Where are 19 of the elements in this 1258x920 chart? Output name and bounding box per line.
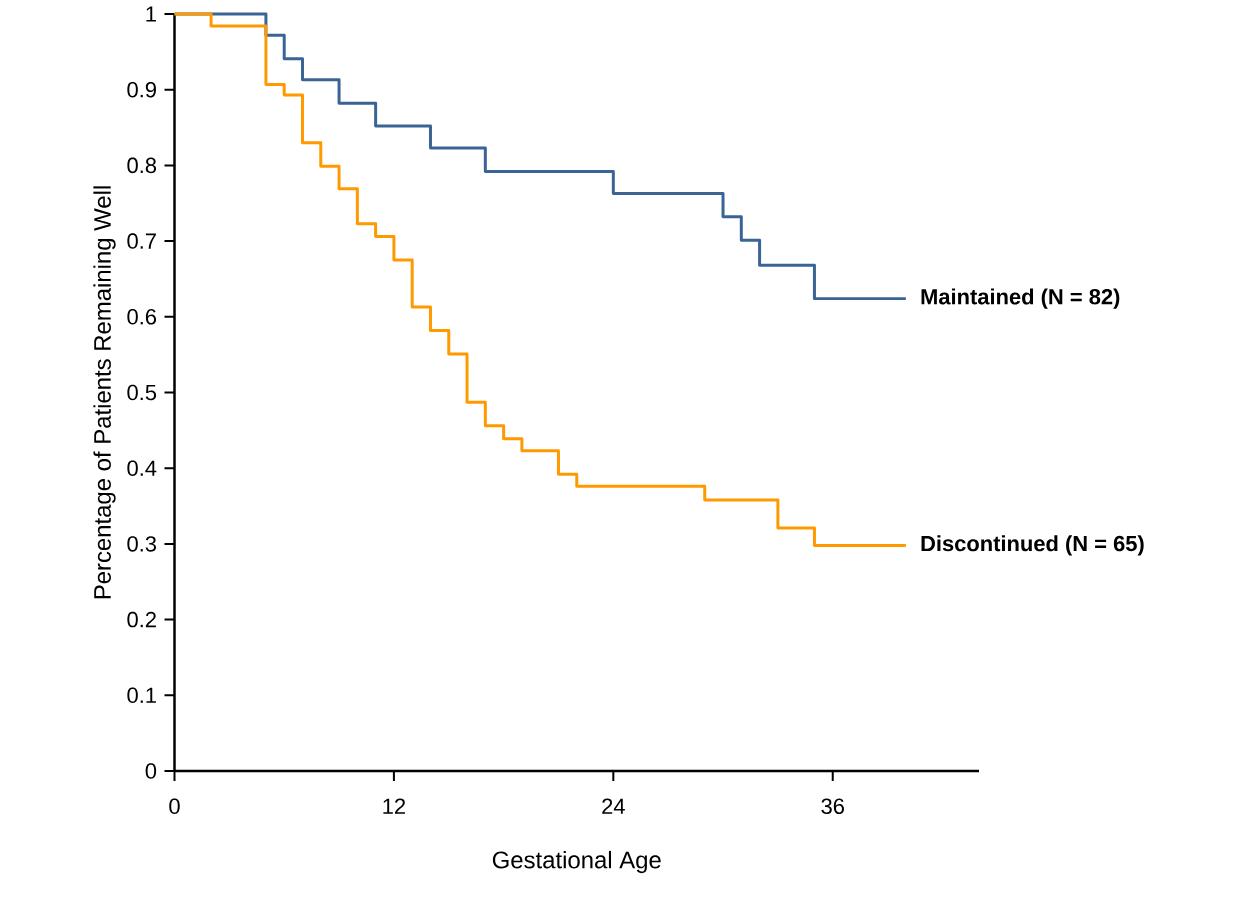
x-axis-title: Gestational Age xyxy=(492,850,661,874)
x-tick-label: 36 xyxy=(821,798,844,815)
y-tick-label: 0.4 xyxy=(127,460,157,476)
y-tick-label: 1 xyxy=(146,6,156,22)
x-tick-label: 24 xyxy=(602,798,625,814)
y-tick-label: 0.6 xyxy=(127,309,157,325)
y-tick-label: 0.5 xyxy=(127,384,157,401)
y-tick-label: 0.3 xyxy=(127,536,157,552)
y-tick-label: 0.8 xyxy=(127,157,157,174)
y-axis-title: Percentage of Patients Remaining Well xyxy=(93,186,116,599)
series-label: Maintained (N = 82) xyxy=(921,288,1120,309)
y-tick-label: 0 xyxy=(145,763,157,779)
y-tick-label: 0.1 xyxy=(127,687,156,704)
series-label: Discontinued (N = 65) xyxy=(921,535,1144,556)
y-tick-label: 0.9 xyxy=(127,81,156,98)
y-tick-label: 0.2 xyxy=(127,611,156,628)
x-tick-label: 12 xyxy=(383,798,405,814)
x-tick-label: 0 xyxy=(169,798,180,815)
y-tick-label: 0.7 xyxy=(127,233,156,249)
